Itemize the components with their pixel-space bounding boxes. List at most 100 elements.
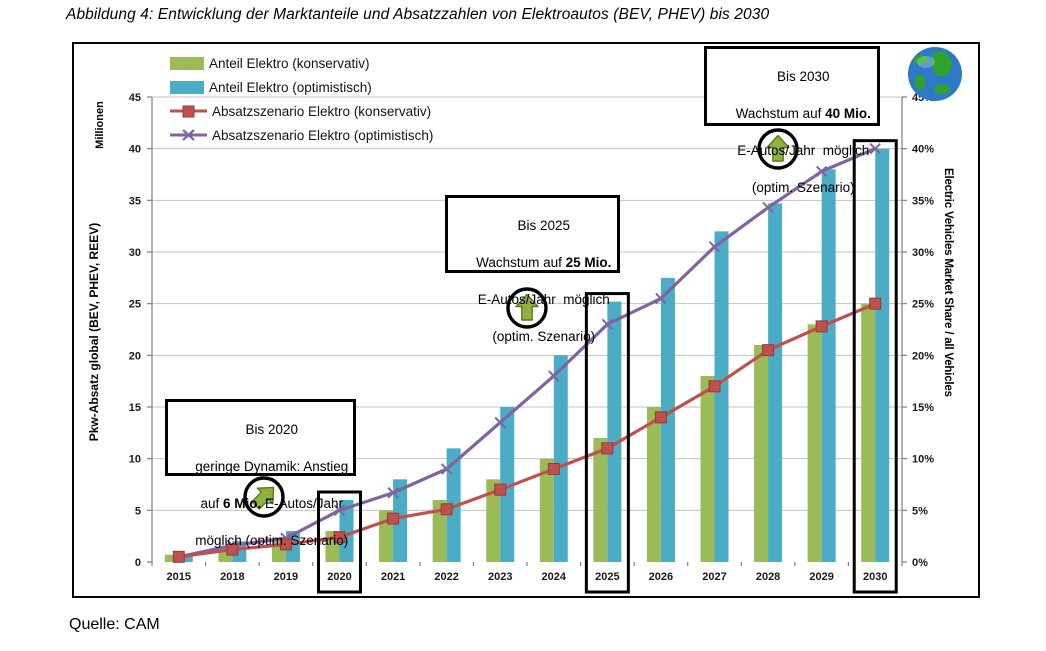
x-marker (869, 142, 881, 155)
bar (432, 500, 447, 562)
callout-line: möglich (optim. Szenario) (195, 532, 349, 548)
callout-line: Bis 2025 (517, 218, 571, 234)
chart-frame: 0 5 10 15 20 25 30 35 40 45 0% 5% 10% 15% 20% 25% 30% 35%… (72, 42, 980, 598)
square-marker (494, 483, 507, 496)
callout-bold-value: 6 Mio. (222, 496, 262, 512)
bar (821, 169, 836, 562)
bar (714, 231, 729, 563)
x-marker (708, 241, 721, 253)
axis-label-right: Electric Vehicles Market Share / all Veh… (942, 167, 954, 397)
callout-line: Bis 2030 (776, 69, 830, 85)
square-marker (869, 297, 882, 310)
bar (500, 407, 515, 562)
tick-labels: 0510152025303540450%5%10%15%20%25%30%35%… (129, 92, 934, 583)
y-tick-left: 45 (129, 92, 141, 104)
y-tick-left: 20 (129, 350, 141, 362)
growth-arrow-icon-2025 (505, 286, 549, 330)
callout-bis-2020: Bis 2020 geringe Dynamik: Anstieg auf 6 … (165, 399, 356, 548)
bar (486, 479, 501, 562)
source-caption: Quelle: CAM (69, 616, 160, 633)
y-tick-right: 30% (912, 247, 934, 259)
x-tick-label: 2020 (327, 571, 351, 583)
globe-icon (906, 45, 964, 108)
x-marker (387, 487, 399, 499)
x-tick-label: 2023 (488, 571, 512, 583)
callout-bold-value: 40 Mio. (825, 106, 871, 122)
legend-label: Absatzszenario Elektro (konservativ) (212, 103, 432, 119)
bar (646, 407, 661, 562)
x-marker (655, 292, 667, 305)
square-marker (226, 543, 239, 556)
square-marker (762, 344, 775, 357)
x-tick-label: 2015 (167, 571, 191, 583)
callout-bis-2030: Bis 2030 Wachstum auf 40 Mio. E-Autos/Ja… (704, 46, 880, 195)
bar (164, 554, 179, 562)
x-tick-label: 2027 (702, 571, 726, 583)
square-marker (601, 442, 614, 455)
y-tick-left: 5 (135, 505, 141, 517)
bar (754, 345, 769, 562)
callout-line: auf (200, 496, 223, 512)
x-tick-label: 2029 (809, 571, 833, 583)
square-marker (387, 512, 400, 525)
highlight-box-2025 (584, 292, 630, 594)
callout-line: E-Autos/Jahr (261, 496, 344, 512)
bar (875, 148, 890, 562)
bar (768, 203, 783, 562)
callout-bold-value: 25 Mio. (565, 255, 612, 271)
callout-line: E-Autos/Jahr möglich (477, 292, 610, 308)
bar (178, 554, 193, 562)
y-tick-left: 25 (129, 299, 141, 311)
axis-unit-label-left: Millionen (94, 101, 106, 149)
x-tick-label: 2030 (863, 571, 887, 583)
x-tick-label: 2026 (649, 571, 673, 583)
x-tick-label: 2019 (274, 571, 298, 583)
y-tick-right: 15% (912, 402, 934, 414)
legend-marker-red-line-square (170, 104, 207, 118)
figure-title: Abbildung 4: Entwicklung der Marktanteil… (66, 6, 770, 23)
axis-ticks (147, 96, 907, 566)
highlight-box-2020 (317, 490, 362, 594)
square-marker (172, 550, 185, 563)
combo-chart: 0510152025303540450%5%10%15%20%25%30%35%… (129, 92, 934, 594)
legend-item-anteil-optimistisch: Anteil Elektro (optimistisch) (170, 75, 433, 99)
x-marker (815, 165, 828, 178)
y-tick-right: 25% (912, 299, 934, 311)
x-marker (440, 463, 453, 475)
line-series (172, 297, 882, 563)
growth-arrow-icon-2030 (756, 127, 800, 171)
bar-series-0 (164, 303, 876, 562)
x-tick-label: 2024 (542, 571, 567, 583)
x-tick-label: 2025 (595, 571, 619, 583)
x-tick-label: 2018 (220, 571, 244, 583)
x-tick-label: 2022 (434, 571, 458, 583)
callout-line: Wachstum auf (476, 255, 566, 271)
y-tick-left: 10 (129, 454, 141, 466)
legend-item-absatz-konservativ: Absatzszenario Elektro (konservativ) (170, 99, 433, 123)
y-tick-right: 0% (912, 557, 928, 569)
bar (660, 277, 675, 562)
x-marker (333, 504, 346, 517)
y-tick-right: 35% (912, 195, 934, 207)
legend-label: Absatzszenario Elektro (optimistisch) (212, 127, 434, 143)
callout-line: E-Autos/Jahr möglich (737, 143, 870, 159)
callout-line: Bis 2020 (245, 422, 299, 438)
bar (807, 324, 822, 562)
y-tick-left: 35 (129, 195, 141, 207)
x-tick-label: 2021 (381, 571, 405, 583)
x-marker (548, 370, 560, 382)
bar (593, 438, 608, 562)
y-tick-left: 40 (129, 144, 141, 156)
bar (553, 355, 568, 562)
legend-item-anteil-konservativ: Anteil Elektro (konservativ) (170, 51, 433, 75)
axis-label-left: Pkw-Absatz global (BEV, PHEV, REEV) (87, 222, 101, 442)
callout-line: (optim. Szenario) (751, 179, 855, 195)
legend-swatch-teal-bar (170, 80, 204, 94)
y-tick-left: 30 (129, 247, 141, 259)
bar (700, 376, 715, 562)
callout-bis-2025: Bis 2025 Wachstum auf 25 Mio. E-Autos/Ja… (445, 195, 620, 344)
x-marker (762, 201, 774, 214)
square-marker (279, 538, 292, 551)
x-marker (601, 318, 614, 331)
square-marker (440, 503, 453, 516)
